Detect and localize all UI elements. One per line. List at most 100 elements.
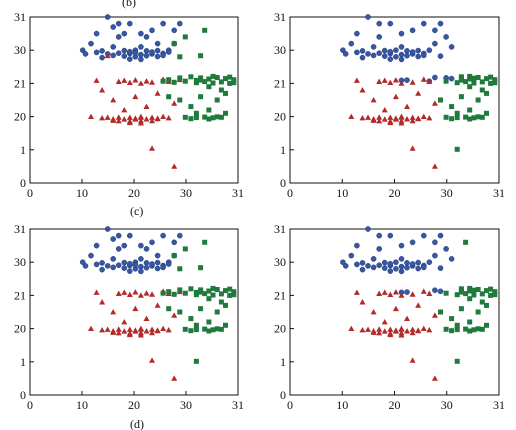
point-red-triangle — [149, 145, 156, 151]
point-red-triangle — [348, 325, 355, 331]
point-red-triangle — [132, 289, 139, 295]
point-green-square — [484, 288, 489, 294]
point-blue-circle — [143, 260, 150, 266]
point-green-square — [177, 287, 183, 293]
point-blue-circle — [127, 48, 133, 55]
point-green-square — [182, 290, 188, 296]
point-blue-circle — [354, 242, 360, 249]
point-blue-circle — [154, 40, 161, 47]
point-blue-circle — [415, 47, 422, 54]
point-blue-circle — [359, 266, 366, 273]
point-green-square — [438, 309, 443, 315]
point-blue-circle — [99, 260, 105, 266]
point-blue-circle — [443, 246, 449, 252]
point-red-triangle — [392, 289, 399, 295]
point-red-triangle — [415, 90, 422, 96]
point-red-triangle — [376, 326, 383, 332]
point-red-triangle — [359, 326, 366, 333]
point-red-triangle — [115, 326, 122, 332]
point-blue-circle — [404, 264, 410, 271]
point-green-square — [160, 290, 166, 296]
point-blue-circle — [340, 47, 346, 54]
point-green-square — [227, 74, 233, 80]
x-tick-label: 20 — [128, 398, 140, 412]
point-red-triangle — [404, 315, 411, 322]
point-red-triangle — [126, 331, 133, 338]
point-red-triangle — [149, 114, 156, 120]
point-green-square — [223, 288, 228, 294]
point-blue-circle — [88, 40, 94, 47]
point-red-triangle — [149, 329, 156, 336]
point-red-triangle — [171, 312, 178, 318]
point-blue-circle — [143, 52, 150, 59]
point-green-square — [206, 107, 212, 113]
point-blue-circle — [93, 261, 100, 268]
point-red-triangle — [420, 76, 427, 82]
point-green-square — [218, 114, 224, 120]
point-green-square — [475, 75, 481, 80]
point-blue-circle — [448, 75, 455, 82]
point-green-square — [479, 114, 485, 120]
point-green-square — [492, 292, 498, 298]
point-green-square — [202, 79, 208, 85]
point-red-triangle — [149, 291, 156, 297]
point-red-triangle — [137, 120, 144, 126]
point-blue-circle — [370, 52, 377, 59]
point-blue-circle — [110, 24, 116, 30]
scatter-panel-1: 0 10 20 30 31 0 1 20 21 30 31 — [14, 10, 244, 200]
point-green-square — [488, 80, 494, 86]
point-green-square — [188, 286, 194, 292]
point-green-square — [484, 302, 489, 308]
point-green-square — [471, 75, 477, 81]
point-blue-circle — [420, 52, 427, 59]
point-green-square — [458, 74, 464, 80]
point-blue-circle — [398, 51, 405, 58]
point-blue-circle — [359, 48, 366, 54]
point-green-square — [193, 77, 199, 83]
point-green-square — [218, 87, 224, 93]
point-red-triangle — [381, 318, 388, 325]
y-tick-label: 20 — [274, 322, 286, 336]
point-red-triangle — [365, 114, 372, 120]
point-red-triangle — [121, 289, 128, 295]
point-blue-circle — [359, 54, 366, 61]
y-tick-label: 1 — [280, 355, 286, 369]
point-blue-circle — [365, 51, 371, 57]
point-red-triangle — [99, 326, 106, 333]
point-blue-circle — [138, 51, 144, 58]
point-green-square — [438, 97, 443, 103]
point-blue-circle — [387, 268, 394, 274]
point-green-square — [160, 78, 166, 84]
point-red-triangle — [370, 97, 377, 103]
point-blue-circle — [370, 256, 377, 262]
point-blue-circle — [387, 48, 394, 55]
point-red-triangle — [99, 299, 106, 305]
point-blue-circle — [381, 265, 388, 271]
point-blue-circle — [348, 40, 355, 47]
x-tick-label: 0 — [27, 186, 33, 200]
point-blue-circle — [365, 14, 371, 20]
point-green-square — [231, 80, 237, 86]
point-green-square — [223, 322, 228, 328]
point-blue-circle — [398, 56, 405, 63]
point-blue-circle — [115, 20, 122, 27]
point-green-square — [492, 77, 498, 83]
point-red-triangle — [392, 77, 399, 83]
point-red-triangle — [165, 114, 172, 121]
point-red-triangle — [409, 291, 416, 297]
point-blue-circle — [138, 242, 144, 249]
point-red-triangle — [409, 357, 416, 363]
point-red-triangle — [353, 289, 360, 295]
point-blue-circle — [437, 288, 444, 295]
point-green-square — [177, 54, 183, 60]
point-red-triangle — [143, 328, 150, 334]
y-tick-label: 20 — [274, 110, 286, 124]
point-green-square — [198, 289, 204, 295]
point-green-square — [449, 104, 455, 110]
point-green-square — [467, 107, 473, 113]
y-tick-label: 31 — [14, 222, 26, 236]
x-tick-label: 30 — [441, 186, 453, 200]
point-blue-circle — [176, 20, 183, 27]
point-green-square — [458, 94, 464, 100]
point-green-square — [454, 322, 460, 328]
